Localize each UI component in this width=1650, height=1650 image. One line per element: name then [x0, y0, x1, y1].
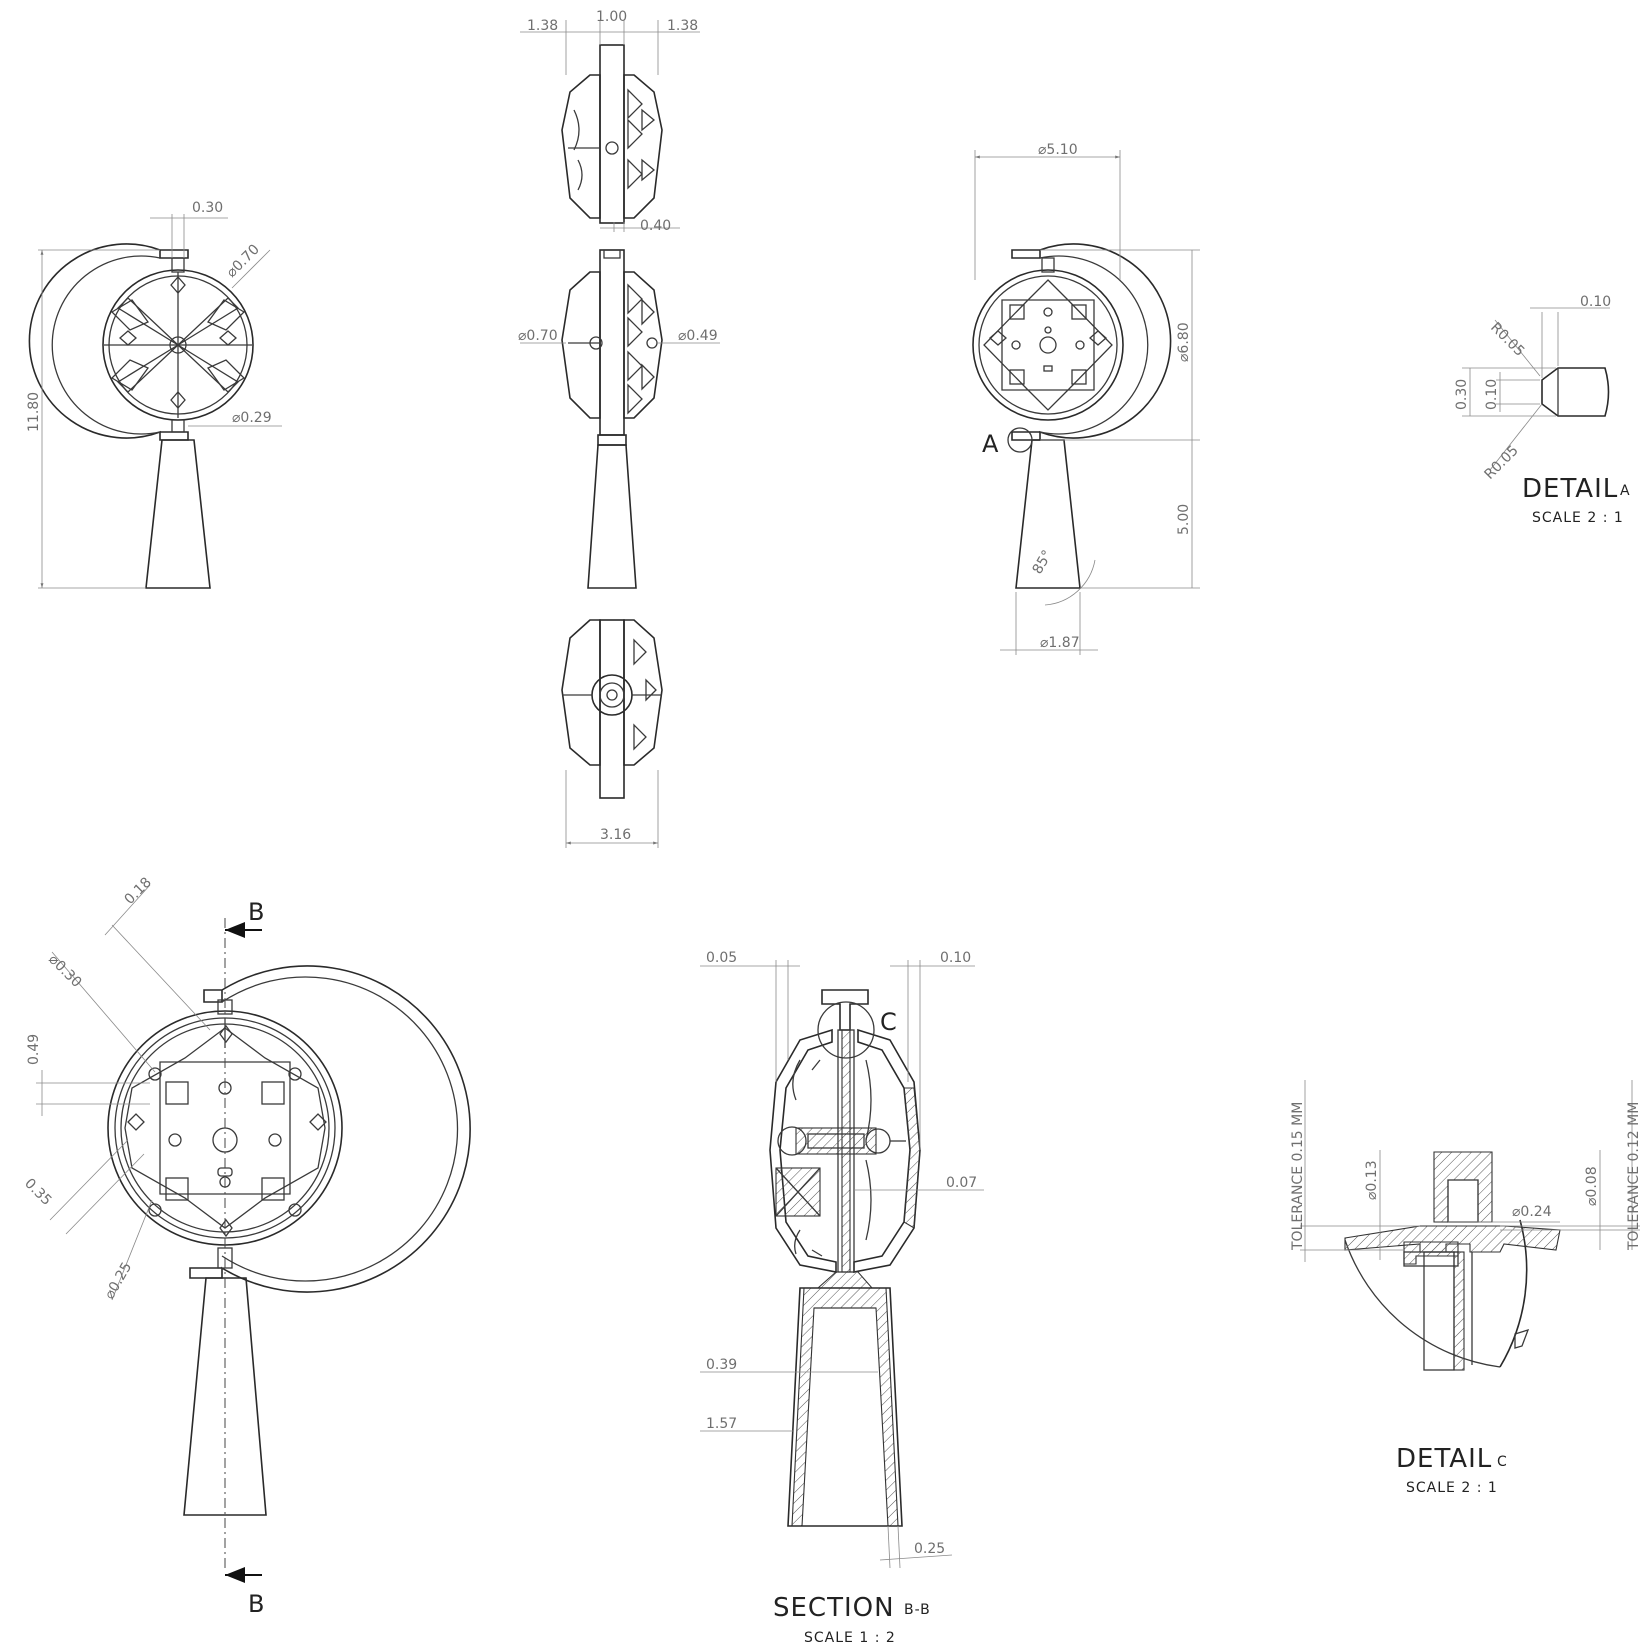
dim-ring-dia: ⌀6.80: [1176, 322, 1192, 362]
right-view: A ⌀5.10 ⌀6.80 5.00 85° ⌀1.87: [972, 142, 1200, 655]
dim-pin-dia: ⌀0.29: [232, 410, 272, 426]
dim-left-offset: 1.38: [527, 18, 558, 34]
section-bb-suffix: B-B: [904, 1602, 931, 1618]
dim-outer-height: 0.30: [1454, 379, 1470, 410]
side-view-bottom: 3.16: [561, 619, 663, 848]
dim-base-dia: ⌀1.87: [1040, 635, 1080, 651]
cut-label-bottom: B: [248, 1590, 264, 1618]
section-bb: C 0.05 0.10 0.07 0.39 1.57 0.25 SECTION …: [700, 950, 984, 1646]
dim-shell-gap: 0.40: [640, 218, 671, 234]
dim-tip-length: 0.10: [1580, 294, 1611, 310]
cut-label-top: B: [248, 898, 264, 926]
dim-radius-bottom: R0.05: [1482, 443, 1522, 483]
dim-left-hub-dia: ⌀0.70: [518, 328, 558, 344]
section-bb-scale: SCALE 1 : 2: [804, 1630, 896, 1646]
dim-left-clearance: 0.05: [706, 950, 737, 966]
dim-sphere-dia: ⌀5.10: [1038, 142, 1078, 158]
dim-gap: 0.35: [21, 1176, 54, 1209]
dim-pin-dia: ⌀0.13: [1364, 1160, 1380, 1200]
dim-hub-dia: ⌀0.70: [224, 242, 263, 281]
detail-a-suffix: A: [1620, 483, 1631, 499]
dim-hole-dia: ⌀0.30: [45, 952, 84, 991]
tolerance-right: TOLERANCE 0.12 MM: [1626, 1102, 1642, 1251]
dim-right-hub-dia: ⌀0.49: [678, 328, 718, 344]
dim-bore-dia: ⌀0.24: [1512, 1204, 1552, 1220]
dim-lip: ⌀0.08: [1584, 1166, 1600, 1206]
side-view-top: 1.38 1.00 1.38 0.40: [520, 9, 700, 234]
dim-right-clearance: 0.10: [940, 950, 971, 966]
dim-depth: 3.16: [600, 827, 631, 843]
dim-base-height: 5.00: [1176, 504, 1192, 535]
dim-small-hole-dia: ⌀0.25: [102, 1260, 136, 1302]
dim-base-bore: 1.57: [706, 1416, 737, 1432]
section-source-view: B B 0.18 ⌀0.30 0.49 0.35 ⌀0.25: [21, 874, 471, 1618]
detail-c-callout: C: [880, 1008, 897, 1036]
detail-c-title: DETAIL: [1396, 1444, 1492, 1474]
dim-right-offset: 1.38: [667, 18, 698, 34]
detail-a: 0.10 R0.05 R0.05 0.30 0.10 DETAIL A SCAL…: [1454, 294, 1631, 526]
dim-pin-width: 0.30: [192, 200, 223, 216]
dim-inner-height: 0.10: [1484, 379, 1500, 410]
side-view-middle: ⌀0.70 ⌀0.49: [518, 249, 720, 589]
detail-a-title: DETAIL: [1522, 474, 1618, 504]
dim-radius-top: R0.05: [1487, 320, 1527, 360]
dim-center-width: 1.00: [596, 9, 627, 25]
dim-base-wall: 0.25: [914, 1541, 945, 1557]
detail-a-callout: A: [982, 430, 999, 458]
dim-wall: 0.07: [946, 1175, 977, 1191]
detail-c: TOLERANCE 0.15 MM ⌀0.13 ⌀0.24 ⌀0.08 TOLE…: [1290, 1080, 1642, 1496]
dim-spacing: 0.49: [26, 1034, 42, 1065]
dim-offset: 0.18: [122, 874, 155, 907]
front-view: 11.80 0.30 ⌀0.70 ⌀0.29: [26, 200, 282, 589]
tolerance-left: TOLERANCE 0.15 MM: [1290, 1102, 1306, 1251]
dim-taper-angle: 85°: [1030, 547, 1056, 577]
dim-bore: 0.39: [706, 1357, 737, 1373]
section-bb-title: SECTION: [773, 1593, 895, 1623]
detail-c-scale: SCALE 2 : 1: [1406, 1480, 1498, 1496]
dim-overall-height: 11.80: [26, 392, 42, 432]
detail-a-scale: SCALE 2 : 1: [1532, 510, 1624, 526]
detail-c-suffix: C: [1497, 1454, 1508, 1470]
